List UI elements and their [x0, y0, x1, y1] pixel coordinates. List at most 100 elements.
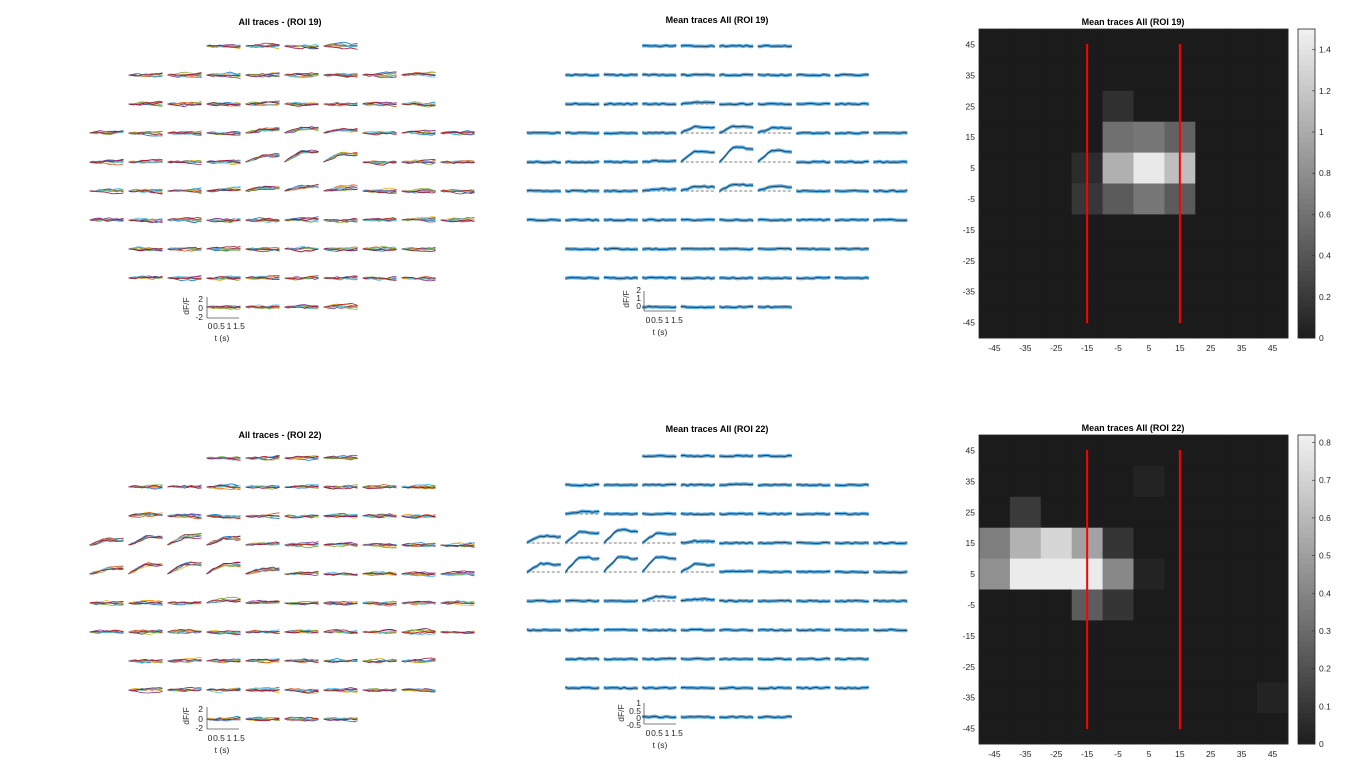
heatmap-cell — [979, 682, 1011, 714]
heatmap-cell — [1257, 558, 1289, 590]
trace-line — [206, 688, 241, 692]
colorbar-tick: 0.6 — [1319, 513, 1331, 523]
trace-line — [89, 539, 124, 546]
heatmap-cell — [1257, 121, 1289, 153]
heatmap-cell — [1257, 214, 1289, 246]
mean-trace — [526, 189, 561, 192]
mean-trace — [834, 102, 869, 106]
trace-line — [89, 601, 124, 604]
trace-line — [245, 128, 280, 134]
mean-trace — [526, 131, 561, 134]
trace-line — [401, 483, 436, 488]
heatmap-cell — [1226, 29, 1258, 61]
colorbar-step — [1298, 522, 1315, 529]
trace-line — [362, 486, 397, 490]
heatmap-cell — [1133, 558, 1165, 590]
trace-line — [323, 572, 358, 576]
mean-trace — [603, 528, 638, 544]
colorbar-step — [1298, 465, 1315, 472]
trace-line — [362, 514, 397, 517]
mean-trace — [565, 189, 600, 193]
colorbar-step — [1298, 142, 1315, 148]
mean-trace — [719, 277, 754, 280]
colorbar-step — [1298, 656, 1315, 663]
heatmap-cell — [979, 527, 1011, 559]
heatmap-xtick: 15 — [1175, 749, 1185, 759]
colorbar-tick: 0.2 — [1319, 292, 1331, 302]
colorbar-step — [1298, 173, 1315, 179]
heatmap-cell — [1009, 713, 1042, 745]
mean-trace — [796, 629, 831, 632]
colorbar-step — [1298, 738, 1315, 745]
trace-line — [284, 45, 319, 50]
heatmap-ytick: 45 — [966, 445, 976, 455]
heatmap-cell — [1040, 307, 1073, 339]
heatmap-cell — [1195, 651, 1227, 683]
trace-line — [323, 102, 358, 105]
heatmap-cell — [1133, 152, 1165, 184]
trace-line — [206, 514, 241, 518]
trace-line — [206, 160, 241, 163]
heatmap-cell — [1102, 121, 1134, 153]
mean-trace — [873, 218, 908, 222]
trace-line — [362, 688, 397, 692]
trace-line — [89, 217, 124, 222]
heatmap-xtick: 45 — [1268, 749, 1278, 759]
mean-trace — [719, 570, 754, 573]
heatmap-cell — [979, 59, 1011, 92]
heatmap-ytick: -25 — [963, 662, 976, 672]
trace-line — [440, 219, 475, 223]
heatmap-ytick: -45 — [963, 318, 976, 328]
trace-line — [323, 629, 358, 634]
mean-trace — [719, 219, 754, 222]
heatmap-cell — [1257, 245, 1289, 277]
sem-band — [642, 714, 677, 720]
mean-trace — [642, 187, 677, 192]
dff-label: dF/F — [621, 290, 631, 307]
trace-line — [362, 542, 397, 547]
all-traces-title-roi22: All traces - (ROI 22) — [238, 430, 321, 440]
colorbar-step — [1298, 697, 1315, 704]
trace-line — [245, 276, 280, 280]
heatmap-cell — [1133, 90, 1165, 123]
trace-line — [245, 305, 280, 308]
trace-line — [206, 248, 241, 252]
heatmap-xtick: -15 — [1081, 343, 1094, 353]
mean-trace — [834, 218, 869, 221]
heatmap-cell — [1226, 558, 1258, 590]
mean-trace — [603, 247, 638, 251]
trace-line — [206, 659, 241, 663]
colorbar-step — [1298, 599, 1315, 606]
trace-line — [362, 628, 397, 633]
trace-line — [89, 629, 124, 633]
trace-line — [284, 455, 319, 459]
mean-trace — [757, 218, 792, 221]
mean-trace — [642, 73, 677, 76]
heatmap-cell — [1040, 558, 1073, 590]
heatmap-cell — [1102, 59, 1134, 92]
trace-line — [323, 543, 358, 546]
colorbar-step — [1298, 604, 1315, 611]
mean-trace — [796, 599, 831, 603]
trace-line — [323, 514, 358, 518]
colorbar-step — [1298, 713, 1315, 719]
colorbar-step — [1298, 80, 1315, 87]
trace-line — [206, 219, 241, 223]
trace-line — [284, 688, 319, 692]
heatmap-cell — [1133, 214, 1165, 246]
heatmap-cell — [1133, 651, 1165, 683]
colorbar-step — [1298, 677, 1315, 683]
mean-trace — [565, 483, 600, 487]
mean-trace — [834, 189, 869, 192]
mean-trace — [719, 658, 754, 661]
trace-line — [167, 101, 202, 105]
trace-line — [245, 456, 280, 461]
mean-trace — [526, 629, 561, 632]
mean-trace — [603, 218, 638, 221]
heatmap-cell — [1102, 29, 1134, 61]
heatmap-cell — [1102, 245, 1134, 277]
trace-line — [362, 217, 397, 222]
heatmap-ytick: 15 — [966, 132, 976, 142]
all-ytick: -2 — [195, 312, 203, 322]
mean-trace — [719, 73, 754, 77]
